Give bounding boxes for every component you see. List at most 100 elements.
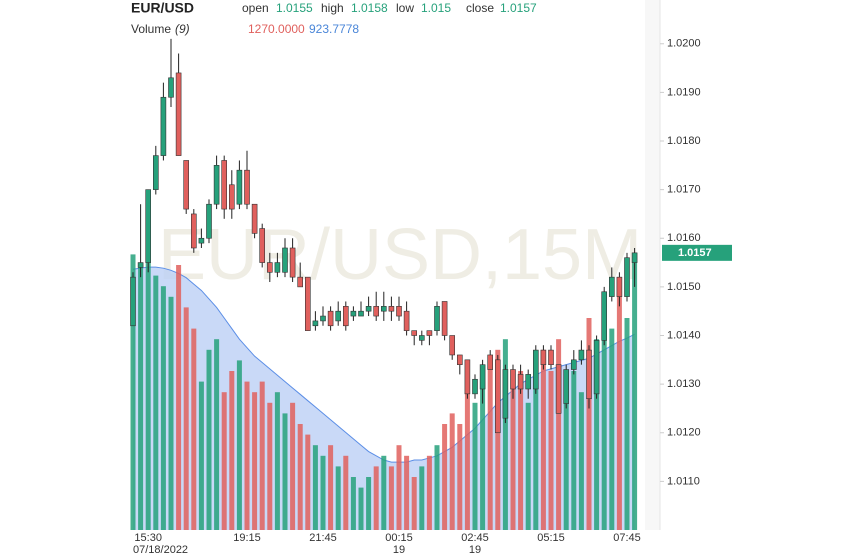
volume-bar — [571, 371, 577, 530]
volume-bar — [502, 339, 508, 530]
x-tick-label: 15:30 — [134, 532, 162, 544]
candle-body — [266, 262, 273, 273]
candle-body — [229, 184, 235, 210]
candle-body — [631, 252, 638, 263]
volume-bar — [267, 402, 273, 530]
candle-body — [327, 310, 334, 327]
candle-body — [358, 310, 364, 317]
volume-bar — [601, 307, 607, 530]
candle-body — [456, 354, 463, 365]
volume-bar — [464, 392, 470, 530]
volume-bar — [563, 381, 569, 530]
volume-bar — [320, 455, 326, 530]
volume-bar — [480, 381, 486, 530]
candle-body — [130, 276, 136, 327]
candle-body — [411, 330, 418, 336]
candle-body — [472, 378, 478, 395]
candle-body — [244, 169, 250, 205]
candle-body — [380, 306, 387, 312]
candle-body — [160, 96, 167, 156]
y-tick-label: 1.0170 — [667, 184, 701, 196]
candle-body — [145, 189, 151, 263]
candle-body — [532, 349, 539, 390]
candle-body — [426, 330, 433, 336]
volume-bar — [191, 328, 197, 530]
volume-bar — [366, 477, 372, 530]
volume-bar — [419, 466, 425, 530]
x-tick-label: 00:15 — [385, 532, 413, 544]
volume-bar — [335, 466, 341, 530]
volume-bar — [244, 381, 250, 530]
y-tick-label: 1.0150 — [667, 281, 701, 293]
volume-bar — [214, 339, 220, 530]
volume-bar — [176, 265, 182, 530]
candle-body — [578, 349, 585, 361]
volume-bar — [153, 275, 159, 530]
volume-bar — [221, 392, 227, 530]
y-tick-label: 1.0190 — [667, 86, 701, 98]
candle-body — [464, 359, 471, 395]
candle-body — [282, 247, 288, 273]
y-tick-label: 1.0140 — [667, 329, 701, 341]
price-tag-label: 1.0157 — [678, 247, 712, 259]
volume-bar — [282, 413, 288, 530]
volume-bar — [616, 286, 622, 530]
candle-body — [312, 320, 319, 327]
volume-bar — [183, 307, 189, 530]
candle-body — [548, 349, 554, 365]
volume-bar — [160, 286, 166, 530]
ohlc-label: low — [396, 1, 414, 15]
candle-body — [479, 364, 486, 390]
ohlc-value: 1.0157 — [500, 1, 537, 15]
candle-body — [373, 306, 380, 317]
ohlc-value: 1.0155 — [276, 1, 313, 15]
volume-bar — [525, 402, 531, 530]
candle-body — [213, 165, 220, 205]
y-tick-label: 1.0130 — [667, 378, 701, 390]
right-margin — [645, 0, 660, 530]
y-tick-label: 1.0180 — [667, 135, 701, 147]
candle-body — [502, 369, 509, 419]
volume-bar — [130, 254, 136, 530]
volume-value: 1270.0000 — [248, 22, 305, 36]
volume-bar — [624, 318, 630, 530]
volume-bar — [305, 434, 311, 530]
symbol: EUR/USD — [131, 0, 194, 16]
volume-bar — [472, 402, 478, 530]
candle-body — [259, 228, 266, 263]
volume-bar — [411, 477, 417, 530]
ohlc-label: close — [466, 1, 494, 15]
candle-body — [350, 310, 357, 317]
candle-body — [487, 354, 494, 370]
volume-title: Volume — [131, 22, 171, 36]
volume-bar — [297, 424, 303, 530]
volume-bar — [198, 381, 204, 530]
watermark: EUR/USD,15M — [158, 215, 642, 295]
y-tick-label: 1.0160 — [667, 232, 701, 244]
x-date-label: 19 — [469, 544, 481, 556]
y-tick-label: 1.0200 — [667, 38, 701, 50]
volume-bar — [533, 360, 539, 530]
volume-bar — [609, 328, 615, 530]
candle-body — [168, 77, 174, 98]
volume-bar — [442, 424, 448, 530]
candle-body — [274, 262, 281, 273]
candle-body — [593, 340, 600, 395]
volume-bar — [381, 455, 387, 530]
volume-bar — [145, 250, 151, 530]
volume-bar — [404, 455, 410, 530]
candle-body — [183, 160, 189, 210]
candle-body — [304, 276, 311, 331]
candle-body — [563, 369, 570, 404]
volume-bar — [548, 371, 554, 530]
candle-body — [221, 160, 227, 210]
candle-body — [449, 335, 456, 356]
candle-body — [198, 237, 205, 244]
x-tick-label: 05:15 — [537, 532, 565, 544]
candle-body — [418, 335, 425, 341]
candle-body — [525, 374, 532, 390]
volume-bar — [290, 402, 296, 530]
volume-ma-area — [133, 267, 635, 530]
candle-body — [297, 276, 304, 288]
